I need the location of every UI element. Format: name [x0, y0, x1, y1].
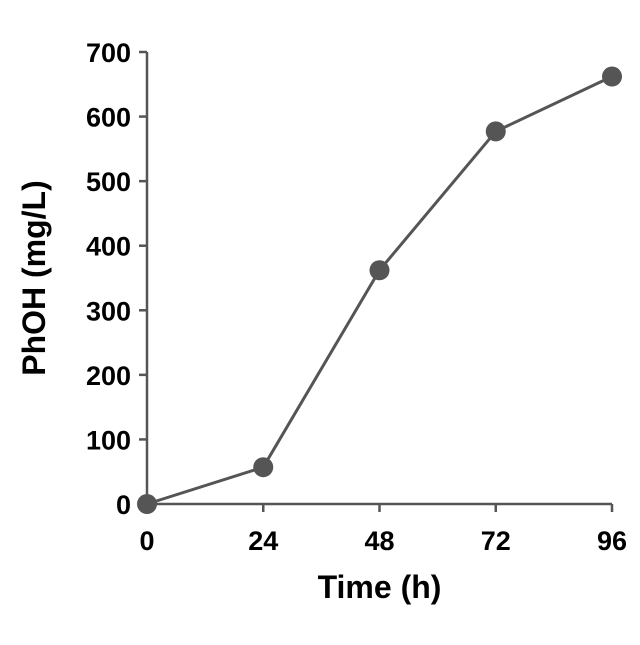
series-line: [146, 75, 613, 506]
data-point: [485, 121, 506, 142]
data-point: [253, 457, 274, 478]
x-tick-label: 48: [364, 526, 394, 556]
data-point: [602, 66, 622, 87]
x-axis-title: Time (h): [318, 569, 442, 605]
series-layer: [137, 66, 622, 514]
y-tick-label: 200: [86, 361, 131, 391]
y-ticks: 0 100 200 300 400 500 600 700: [86, 38, 147, 520]
x-tick-label: 72: [481, 526, 511, 556]
y-tick-label: 700: [86, 38, 131, 68]
y-tick-label: 0: [116, 490, 131, 520]
x-ticks: 0 24 48 72 96: [139, 504, 627, 556]
y-tick-label: 400: [86, 232, 131, 262]
x-tick-label: 96: [597, 526, 627, 556]
data-point: [137, 494, 157, 514]
x-tick-label: 24: [248, 526, 278, 556]
y-axis-title: PhOH (mg/L): [16, 180, 52, 376]
x-tick-label: 0: [139, 526, 154, 556]
y-tick-label: 100: [86, 425, 131, 455]
y-tick-label: 500: [86, 167, 131, 197]
y-tick-label: 600: [86, 103, 131, 133]
data-point: [369, 260, 390, 281]
y-tick-label: 300: [86, 296, 131, 326]
